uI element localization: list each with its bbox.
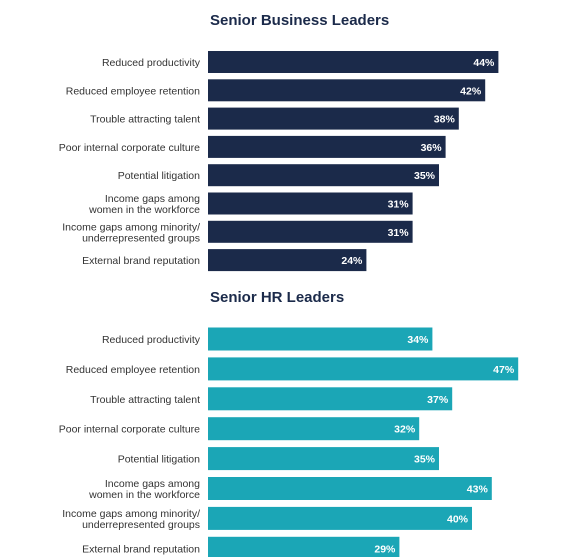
hr-value-label: 34% xyxy=(407,334,429,346)
business-bar xyxy=(208,79,486,102)
business-bar xyxy=(208,107,459,130)
business-category-label: Income gaps among xyxy=(105,193,200,205)
business-value-label: 38% xyxy=(434,114,456,126)
hr-value-label: 29% xyxy=(374,543,396,555)
hr-category-label: Income gaps among xyxy=(105,478,200,490)
hr-value-label: 37% xyxy=(427,394,449,406)
business-category-label: women in the workforce xyxy=(88,204,200,216)
hr-bar xyxy=(208,327,433,351)
hr-bar xyxy=(208,387,453,411)
hr-leaders-chart: 34% Reduced productivity 47% Reduced employ… xyxy=(59,327,519,557)
business-bar xyxy=(208,135,446,158)
hr-bar xyxy=(208,447,439,471)
business-category-label: External brand reputation xyxy=(82,255,200,267)
business-category-label: Reduced productivity xyxy=(102,57,201,69)
business-value-label: 44% xyxy=(473,57,495,69)
business-value-label: 36% xyxy=(421,142,443,154)
business-category-label: underrepresented groups xyxy=(82,232,200,244)
business-leaders-title: Senior Business Leaders xyxy=(210,12,390,29)
business-bar xyxy=(208,164,439,187)
business-bar xyxy=(208,51,499,73)
business-category-label: Potential litigation xyxy=(118,170,200,182)
business-value-label: 31% xyxy=(388,199,410,211)
hr-value-label: 43% xyxy=(467,484,489,496)
business-category-label: Trouble attracting talent xyxy=(90,114,200,126)
hr-bar xyxy=(208,357,519,381)
business-category-label: Income gaps among minority/ xyxy=(62,221,200,233)
hr-bar xyxy=(208,477,492,500)
hr-value-label: 35% xyxy=(414,454,436,466)
hr-category-label: External brand reputation xyxy=(82,543,200,555)
hr-category-label: Trouble attracting talent xyxy=(90,394,200,406)
hr-value-label: 40% xyxy=(447,513,469,525)
hr-category-label: Potential litigation xyxy=(118,454,200,466)
business-value-label: 35% xyxy=(414,170,436,182)
hr-category-label: women in the workforce xyxy=(88,489,200,501)
hr-bar xyxy=(208,536,400,557)
business-bar xyxy=(208,249,367,272)
hr-category-label: Reduced productivity xyxy=(102,334,201,346)
hr-category-label: Reduced employee retention xyxy=(66,364,200,376)
business-bar xyxy=(208,192,413,215)
business-category-label: Poor internal corporate culture xyxy=(59,142,200,154)
hr-bar xyxy=(208,417,420,441)
hr-category-label: underrepresented groups xyxy=(82,519,200,531)
business-bar xyxy=(208,220,413,243)
hr-category-label: Income gaps among minority/ xyxy=(62,508,200,520)
hr-value-label: 47% xyxy=(493,364,515,376)
business-category-label: Reduced employee retention xyxy=(66,85,200,97)
business-leaders-chart: 44% Reduced productivity 42% Reduced employ… xyxy=(59,51,499,272)
business-value-label: 42% xyxy=(460,85,482,97)
hr-leaders-title: Senior HR Leaders xyxy=(210,289,345,306)
hr-bar xyxy=(208,506,472,530)
business-value-label: 31% xyxy=(388,227,410,239)
hr-value-label: 32% xyxy=(394,424,416,436)
business-value-label: 24% xyxy=(341,255,363,267)
hr-category-label: Poor internal corporate culture xyxy=(59,424,200,436)
